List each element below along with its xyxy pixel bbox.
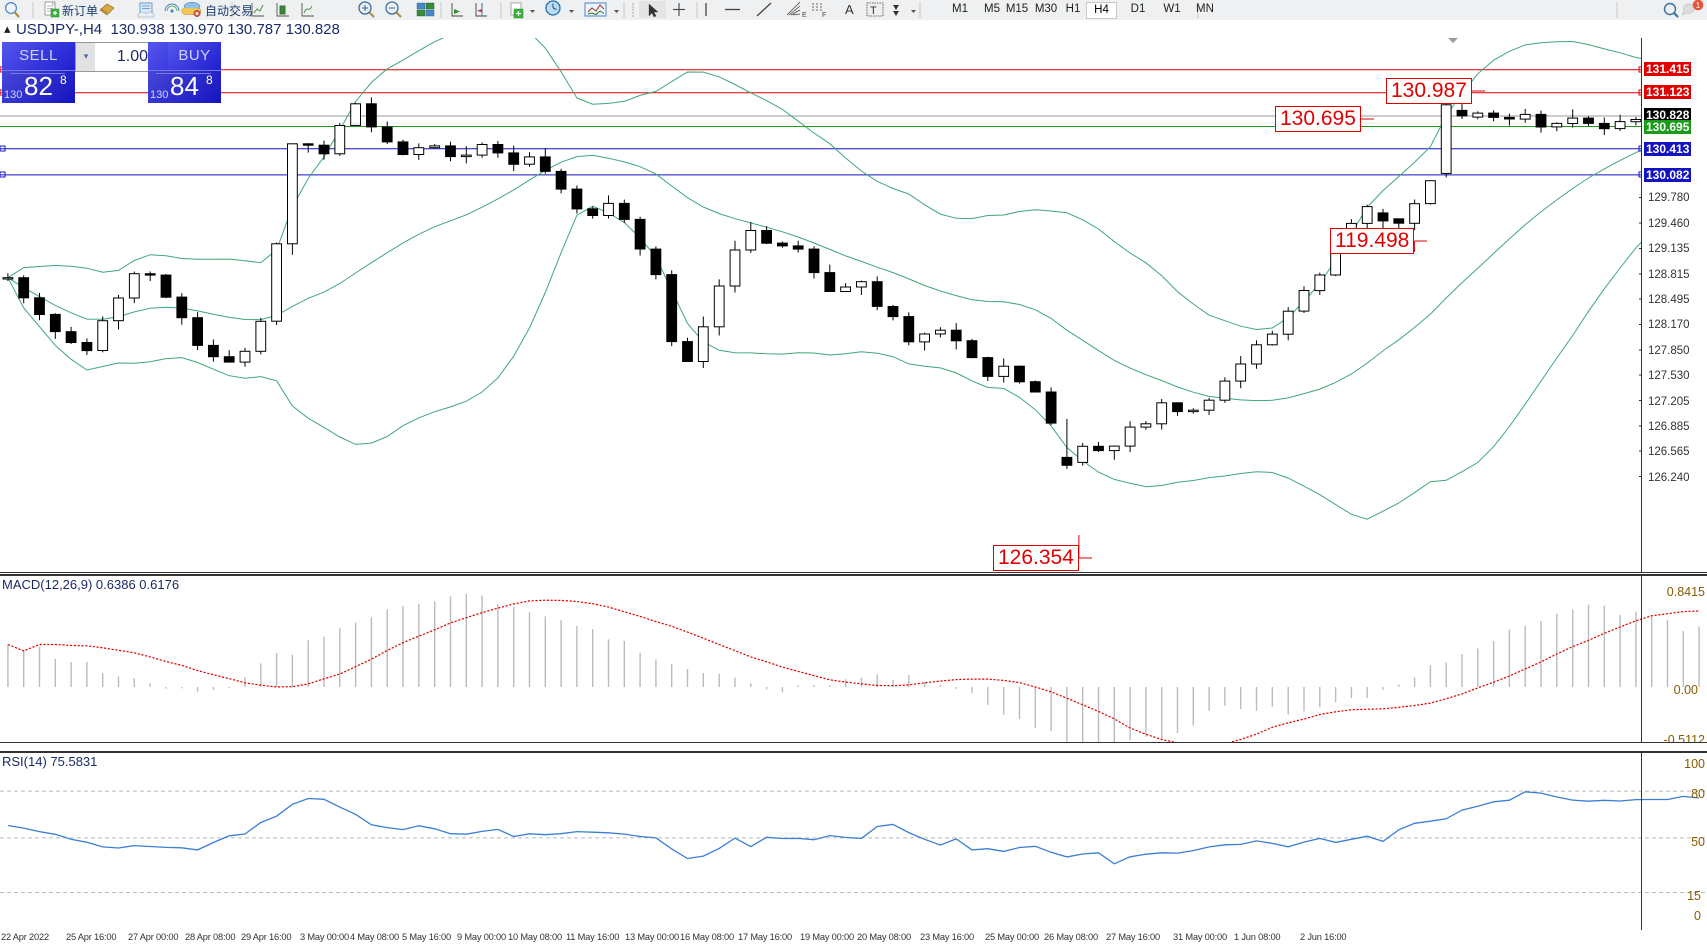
svg-text:1: 1 — [1696, 1, 1701, 10]
